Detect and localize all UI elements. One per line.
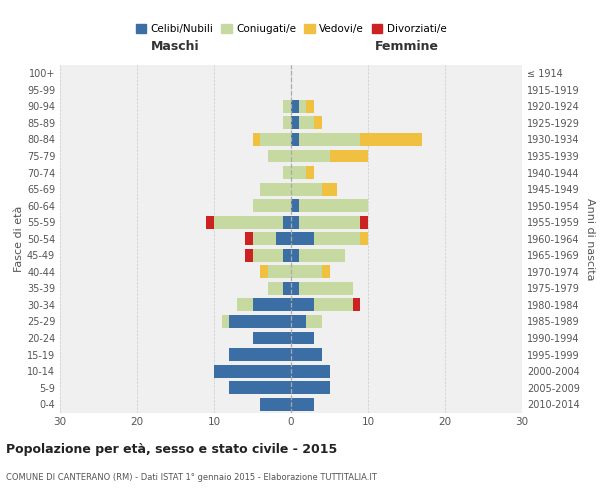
Bar [291, 182, 322, 196]
Bar [283, 216, 291, 228]
Bar [299, 216, 360, 228]
Bar [214, 364, 291, 378]
Bar [314, 232, 360, 245]
Bar [260, 266, 268, 278]
Bar [299, 282, 353, 295]
Bar [268, 266, 291, 278]
Bar [314, 298, 353, 312]
Bar [245, 232, 253, 245]
Bar [260, 398, 291, 410]
Bar [307, 166, 314, 179]
Bar [283, 282, 291, 295]
Bar [291, 398, 314, 410]
Text: COMUNE DI CANTERANO (RM) - Dati ISTAT 1° gennaio 2015 - Elaborazione TUTTITALIA.: COMUNE DI CANTERANO (RM) - Dati ISTAT 1°… [6, 472, 377, 482]
Bar [214, 216, 283, 228]
Bar [253, 298, 291, 312]
Bar [260, 182, 291, 196]
Bar [291, 348, 322, 361]
Bar [291, 364, 329, 378]
Bar [329, 150, 368, 162]
Bar [245, 249, 253, 262]
Bar [253, 332, 291, 344]
Text: Maschi: Maschi [151, 40, 200, 52]
Bar [322, 266, 329, 278]
Bar [291, 332, 314, 344]
Bar [253, 249, 283, 262]
Bar [222, 315, 229, 328]
Bar [299, 116, 314, 130]
Bar [314, 116, 322, 130]
Y-axis label: Anni di nascita: Anni di nascita [585, 198, 595, 280]
Bar [291, 282, 299, 295]
Bar [229, 381, 291, 394]
Bar [322, 182, 337, 196]
Bar [253, 199, 291, 212]
Bar [253, 232, 275, 245]
Bar [299, 199, 368, 212]
Bar [291, 232, 314, 245]
Bar [307, 100, 314, 113]
Bar [291, 166, 307, 179]
Bar [253, 133, 260, 146]
Bar [291, 100, 299, 113]
Bar [291, 381, 329, 394]
Bar [360, 133, 422, 146]
Bar [268, 282, 283, 295]
Bar [283, 100, 291, 113]
Bar [299, 100, 307, 113]
Bar [229, 348, 291, 361]
Bar [299, 249, 345, 262]
Bar [291, 216, 299, 228]
Bar [291, 133, 299, 146]
Bar [360, 232, 368, 245]
Bar [291, 315, 307, 328]
Y-axis label: Fasce di età: Fasce di età [14, 206, 24, 272]
Bar [291, 298, 314, 312]
Text: Popolazione per età, sesso e stato civile - 2015: Popolazione per età, sesso e stato civil… [6, 442, 337, 456]
Bar [268, 150, 291, 162]
Bar [283, 249, 291, 262]
Legend: Celibi/Nubili, Coniugati/e, Vedovi/e, Divorziati/e: Celibi/Nubili, Coniugati/e, Vedovi/e, Di… [131, 20, 451, 38]
Bar [299, 133, 360, 146]
Bar [307, 315, 322, 328]
Bar [360, 216, 368, 228]
Bar [291, 266, 322, 278]
Bar [237, 298, 253, 312]
Bar [283, 166, 291, 179]
Bar [275, 232, 291, 245]
Bar [283, 116, 291, 130]
Bar [353, 298, 360, 312]
Bar [291, 116, 299, 130]
Bar [206, 216, 214, 228]
Bar [229, 315, 291, 328]
Bar [291, 199, 299, 212]
Bar [260, 133, 291, 146]
Text: Femmine: Femmine [374, 40, 439, 52]
Bar [291, 249, 299, 262]
Bar [291, 150, 329, 162]
